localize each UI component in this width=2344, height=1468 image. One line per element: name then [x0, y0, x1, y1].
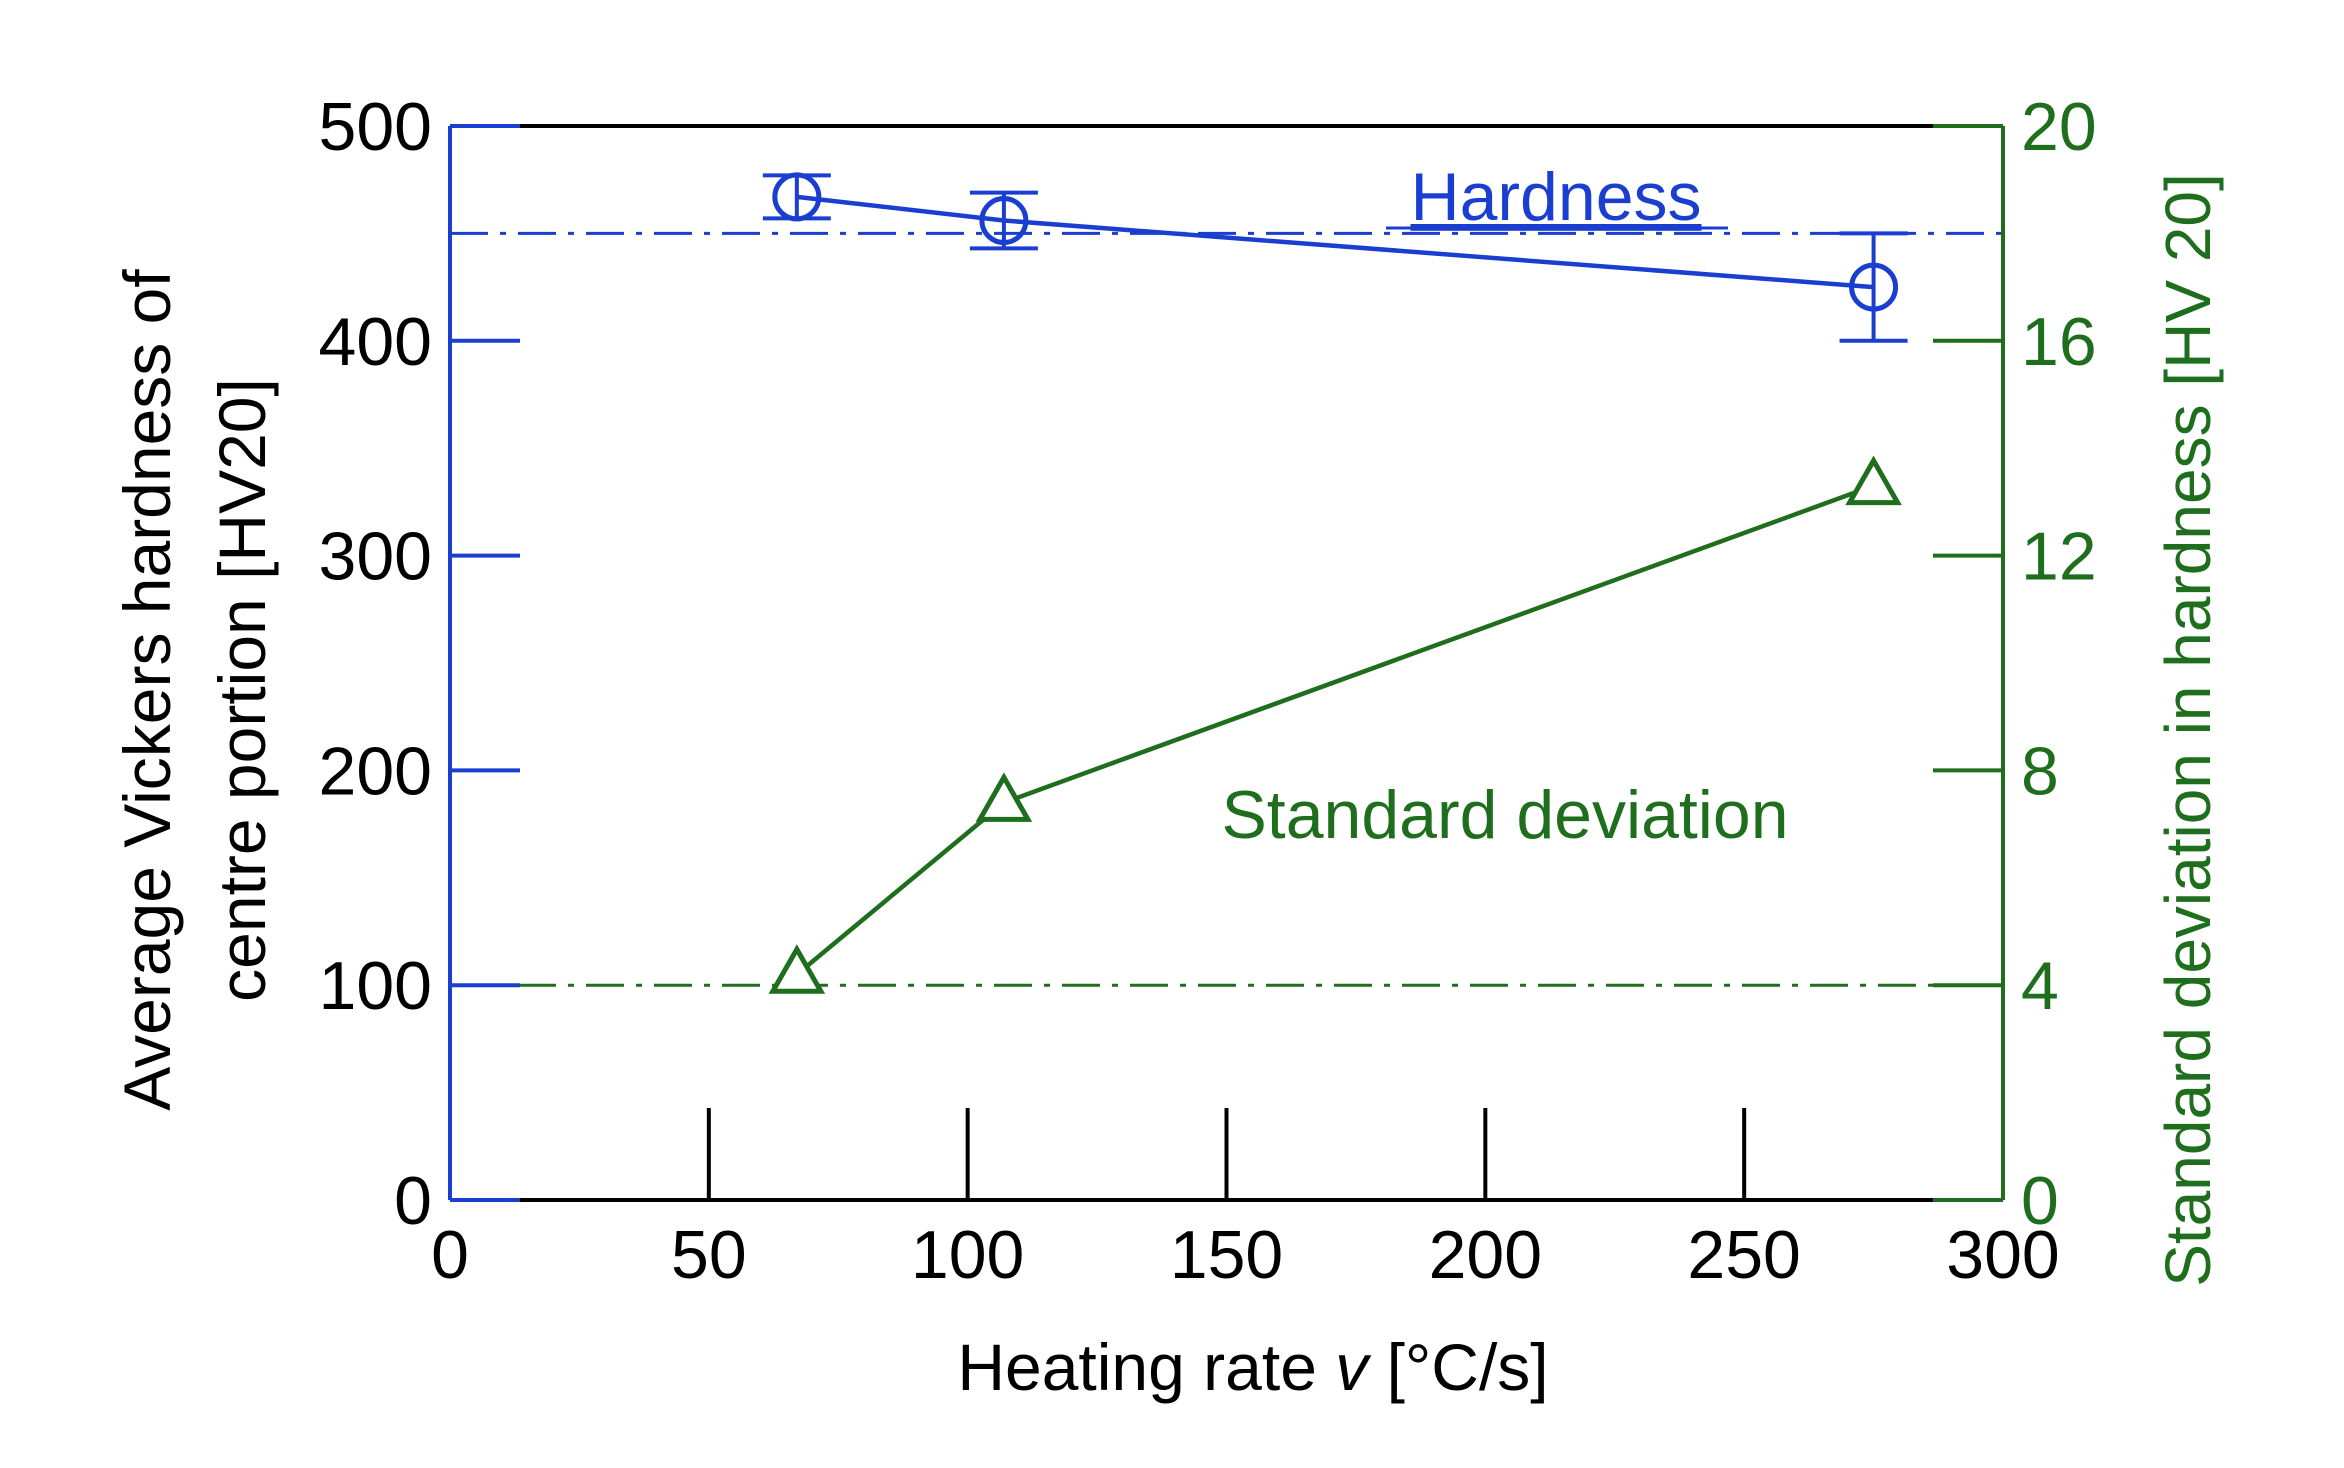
left-y-axis-label-line2: centre portion [HV20]	[205, 378, 279, 1002]
series-layer: Hardness Standard deviation	[762, 159, 1908, 994]
left-y-tick-label: 300	[319, 519, 432, 595]
x-tick-label: 50	[671, 1217, 747, 1293]
hardness-point	[1849, 262, 1899, 312]
std-dev-point	[975, 772, 1033, 822]
right-y-axis-label: Standard deviation in hardness [HV 20]	[2152, 173, 2224, 1287]
left-y-tick-label: 500	[319, 89, 432, 165]
std-dev-series-label: Standard deviation	[1221, 777, 1788, 853]
left-y-axis-label-line1: Average Vickers hardness of	[110, 269, 184, 1111]
left-y-tick-label: 100	[319, 948, 432, 1024]
x-tick-label: 100	[911, 1217, 1024, 1293]
left-y-tick-label: 400	[319, 304, 432, 380]
reference-lines	[450, 231, 2003, 987]
x-tick-label: 150	[1170, 1217, 1283, 1293]
x-tick-label: 200	[1429, 1217, 1542, 1293]
left-y-axis-ticks: 0 100 200 300 400 500	[319, 89, 520, 1239]
x-tick-label: 250	[1687, 1217, 1800, 1293]
right-y-tick-label: 4	[2021, 948, 2059, 1024]
left-y-tick-label: 0	[394, 1163, 432, 1239]
right-y-tick-label: 20	[2021, 89, 2097, 165]
x-axis-ticks: 0 50 100 150 200 250 300	[431, 1108, 2060, 1293]
hardness-point	[772, 172, 822, 222]
x-tick-label: 300	[1946, 1217, 2059, 1293]
hardness-point	[979, 196, 1029, 246]
hardness-series-label: Hardness	[1410, 159, 1701, 235]
x-axis-label-unit: [°C/s]	[1368, 1330, 1548, 1404]
std-dev-point	[1845, 455, 1902, 506]
right-y-tick-label: 12	[2021, 519, 2097, 595]
right-y-tick-label: 8	[2021, 733, 2059, 809]
left-y-tick-label: 200	[319, 733, 432, 809]
x-axis-label: Heating rate v [°C/s]	[957, 1330, 1548, 1404]
x-tick-label: 0	[431, 1217, 469, 1293]
x-axis-label-variable: v	[1335, 1330, 1372, 1404]
x-axis-label-prefix: Heating rate	[957, 1330, 1335, 1404]
right-y-axis-ticks: 0 4 8 12 16 20	[1933, 89, 2097, 1239]
std-dev-point	[768, 944, 826, 994]
right-y-tick-label: 0	[2021, 1163, 2059, 1239]
right-y-tick-label: 16	[2021, 304, 2097, 380]
